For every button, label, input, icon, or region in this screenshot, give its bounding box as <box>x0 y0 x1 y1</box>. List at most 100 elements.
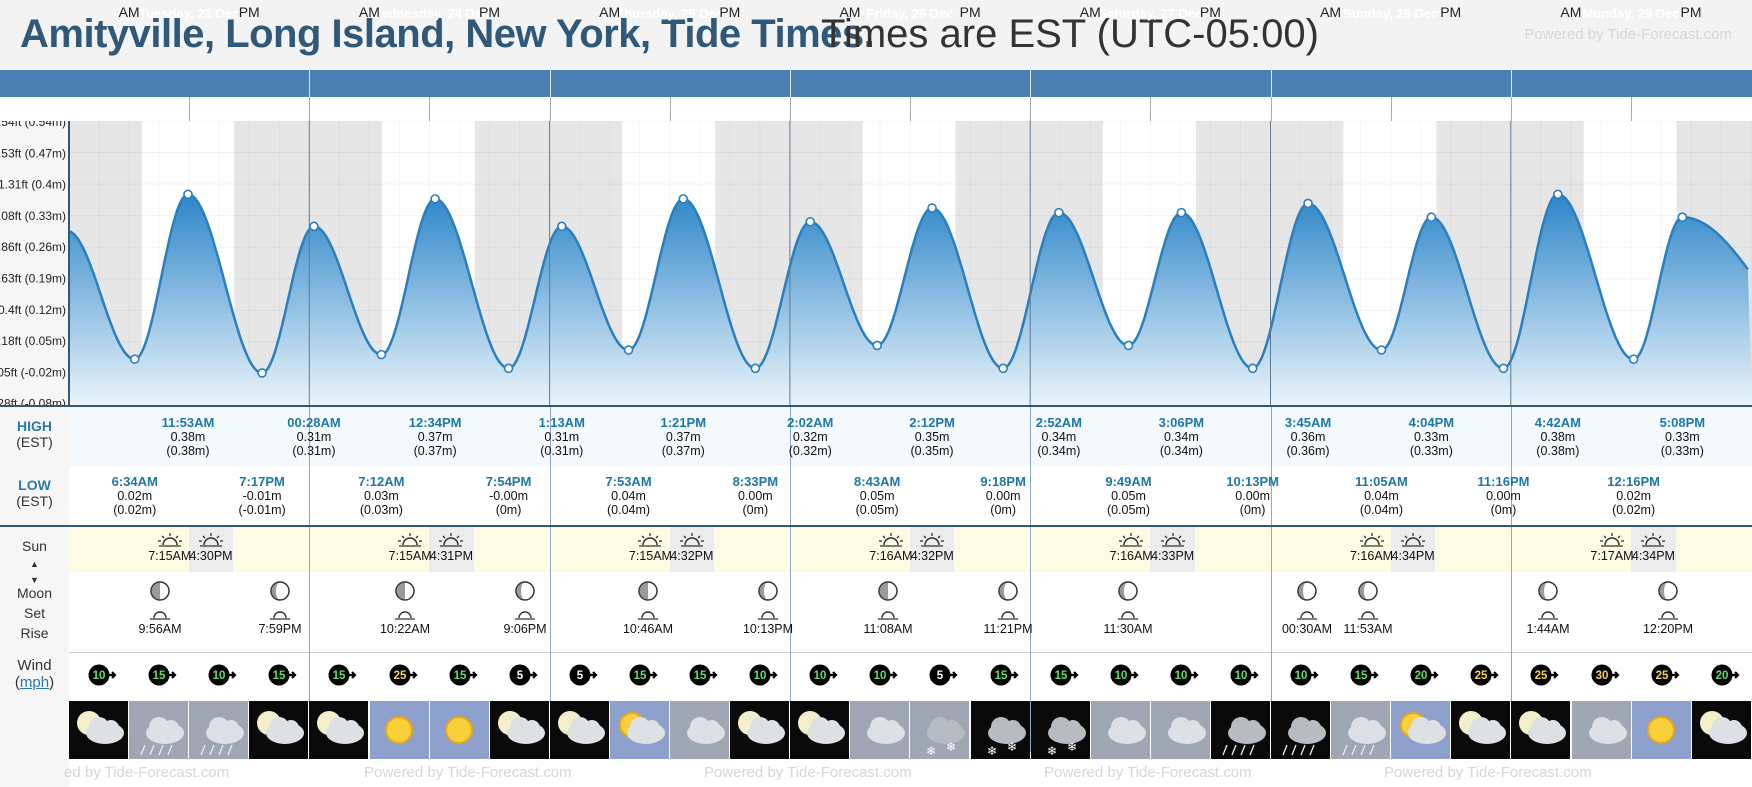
low-tide-height: 0.00m <box>1486 489 1521 503</box>
low-tide-time: 9:18PM <box>980 474 1026 489</box>
moonset-time: 9:06PM <box>503 622 547 636</box>
high-tide-entry: 11:53AM 0.38m (0.38m) <box>128 416 248 459</box>
wind-indicator: 15 <box>139 663 179 687</box>
moon-set-label: Set <box>23 605 45 621</box>
moon-entry: 10:13PM <box>733 580 803 636</box>
low-tide-height-alt: (0m) <box>1239 503 1266 517</box>
wind-arrow-icon: 25 <box>1470 664 1499 686</box>
wind-speed: 25 <box>1535 670 1548 682</box>
sun-toggle-icon[interactable]: ▲ ▼ <box>30 559 39 585</box>
sunset-icon <box>199 533 224 547</box>
wind-arrow-icon: 25 <box>1651 664 1680 686</box>
day-label: Tuesday, 23 Dec <box>139 6 240 21</box>
high-tide-height: 0.37m <box>665 430 701 444</box>
low-tide-time: 6:34AM <box>111 474 158 489</box>
cloud-icon <box>1571 701 1631 759</box>
watermark-top[interactable]: Powered by Tide-Forecast.com <box>1524 26 1732 43</box>
low-tide-time: 9:49AM <box>1105 474 1152 489</box>
low-tide-time: 10:13PM <box>1226 474 1280 489</box>
low-tide-point <box>998 363 1008 374</box>
sunrise-time: 7:17AM <box>1590 549 1634 563</box>
moon-phase-icon <box>395 581 415 601</box>
weather-icon-cell <box>249 701 309 759</box>
moonrise-time: 11:53AM <box>1343 622 1393 636</box>
high-tide-height-alt: (0.38m) <box>1536 444 1580 458</box>
midnight-separator <box>309 97 311 121</box>
moonset-icon <box>515 611 535 620</box>
low-tide-entry: 7:53AM 0.04m (0.04m) <box>569 475 689 518</box>
am-label: AM <box>358 4 380 20</box>
low-tide-height-alt: (0.05m) <box>855 503 899 517</box>
high-tide-height-alt: (0.34m) <box>1159 444 1203 458</box>
low-tide-point <box>503 363 514 374</box>
moon-phase-icon <box>1118 581 1138 601</box>
wind-speed: 10 <box>1295 670 1308 682</box>
moonrise-time: 11:08AM <box>863 622 913 636</box>
moon-entry: 00:30AM <box>1272 580 1342 636</box>
wind-indicator: 15 <box>981 663 1021 687</box>
low-tide-height-alt: (0.02m) <box>113 503 157 517</box>
low-tide-entry: 8:43AM 0.05m (0.05m) <box>817 475 937 518</box>
y-tick-label: -0.28ft (-0.08m) <box>0 397 66 407</box>
high-tide-point <box>1677 212 1688 222</box>
title-bar: Amityville, Long Island, New York, Tide … <box>0 0 1752 70</box>
moon-row-label: Moon Set Rise <box>0 583 69 643</box>
wind-indicator: 15 <box>440 663 480 687</box>
wind-indicator: 25 <box>380 663 420 687</box>
wind-arrow-icon: 20 <box>1711 664 1740 686</box>
high-tide-time: 5:08PM <box>1659 415 1706 430</box>
high-tide-entry: 12:34PM 0.37m (0.37m) <box>375 416 495 459</box>
wind-unit-link[interactable]: mph <box>19 674 50 691</box>
high-tide-time: 2:52AM <box>1035 415 1083 430</box>
chart-bottom-border <box>0 405 1752 407</box>
low-tide-height-alt: (0.02m) <box>1612 503 1656 517</box>
sunset-time: 4:31PM <box>429 549 474 563</box>
svg-text:❄: ❄ <box>1007 740 1017 754</box>
sunset-icon <box>1401 533 1426 547</box>
weather-icon-cell <box>549 701 609 759</box>
moonset-icon <box>270 611 290 620</box>
high-tide-height: 0.34m <box>1164 430 1199 444</box>
wind-indicator: 10 <box>1161 663 1201 687</box>
moonrise-icon <box>1358 611 1378 620</box>
cloud-icon <box>1090 701 1150 759</box>
moon-entry: 11:21PM <box>973 580 1043 636</box>
high-tz-label: (EST) <box>16 434 53 450</box>
moonset-icon <box>1297 611 1317 620</box>
wind-indicator: 15 <box>620 663 660 687</box>
sunset-icon <box>1641 533 1666 547</box>
cloud-icon <box>670 701 729 759</box>
day-separator <box>789 527 791 752</box>
low-label: LOW <box>18 477 51 493</box>
wind-speed: 15 <box>1054 670 1067 682</box>
wind-speed: 10 <box>1234 670 1247 682</box>
day-separator <box>309 70 311 97</box>
moonset-time: 00:30AM <box>1281 622 1333 636</box>
low-tz-label: (EST) <box>16 493 53 509</box>
rain-icon <box>129 701 189 759</box>
sunrise-entry: 7:16AM <box>856 531 926 563</box>
sunset-time: 4:34PM <box>1391 549 1435 563</box>
moon-cloud-icon <box>790 701 850 759</box>
high-tide-height: 0.35m <box>914 430 950 444</box>
wind-indicator: 10 <box>1221 663 1261 687</box>
low-tide-point <box>1247 363 1258 374</box>
wind-arrow-icon: 15 <box>148 664 177 686</box>
moon-entry: 10:22AM <box>370 580 440 636</box>
low-tide-time: 7:12AM <box>358 474 405 489</box>
moonrise-time: 12:20PM <box>1642 622 1694 636</box>
sun-icon <box>1631 701 1691 759</box>
tide-area <box>69 194 1752 405</box>
low-tide-height: -0.00m <box>489 489 528 503</box>
sunset-entry: 4:33PM <box>1138 531 1208 563</box>
low-tide-time: 7:17PM <box>239 474 285 489</box>
rain-night-icon <box>1271 701 1330 759</box>
low-tide-entry: 7:17PM -0.01m (-0.01m) <box>202 474 322 518</box>
low-tide-height: 0.03m <box>364 489 399 503</box>
wind-arrow-icon: 10 <box>1110 664 1139 686</box>
tide-chart: 0.54ft (0.54m) 1.53ft (0.47m) 1.31ft (0.4m… <box>0 121 1752 407</box>
weather-icon-cell <box>1331 701 1391 759</box>
sunrise-time: 7:15AM <box>628 549 672 563</box>
moonrise-icon <box>638 611 658 620</box>
wind-arrow-icon: 5 <box>929 664 958 686</box>
